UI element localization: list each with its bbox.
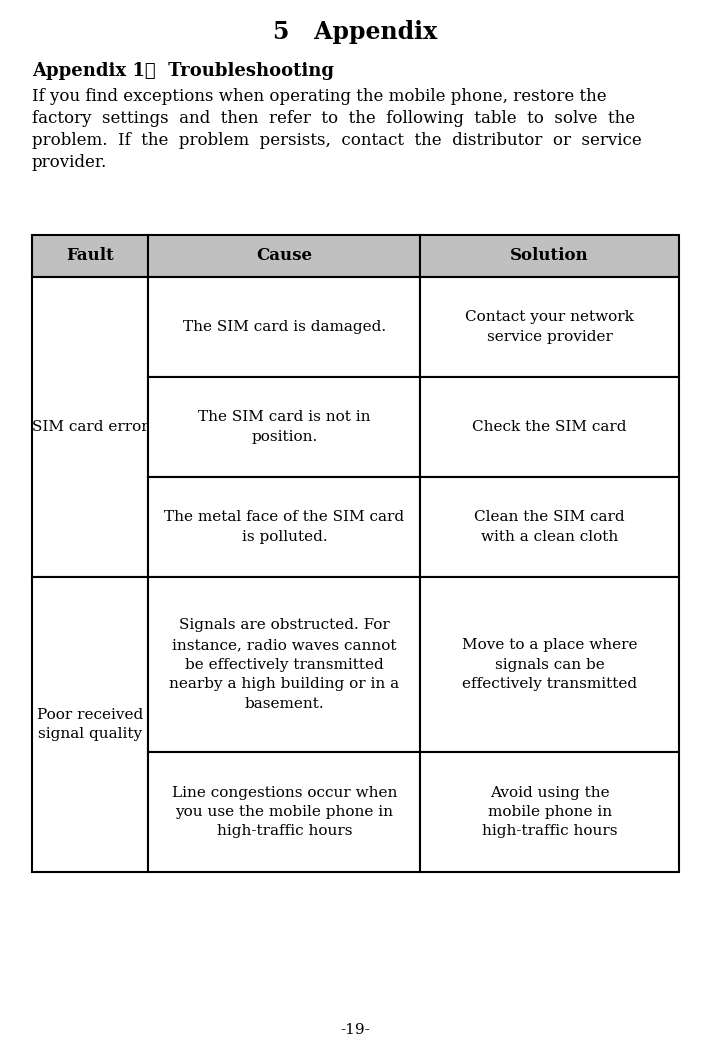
Bar — [420, 752, 679, 872]
Bar — [149, 477, 420, 577]
Text: Poor received
signal quality: Poor received signal quality — [37, 708, 144, 742]
Bar — [420, 477, 679, 577]
Text: SIM card error: SIM card error — [32, 420, 149, 434]
Text: The SIM card is not in
position.: The SIM card is not in position. — [198, 411, 370, 443]
Text: Fault: Fault — [66, 248, 114, 264]
Bar — [149, 577, 420, 752]
Text: Signals are obstructed. For
instance, radio waves cannot
be effectively transmit: Signals are obstructed. For instance, ra… — [169, 619, 400, 711]
Text: provider.: provider. — [32, 154, 107, 171]
Text: Appendix 1：  Troubleshooting: Appendix 1： Troubleshooting — [32, 62, 334, 80]
Text: 5   Appendix: 5 Appendix — [273, 20, 438, 44]
Text: Check the SIM card: Check the SIM card — [472, 420, 627, 434]
Text: The metal face of the SIM card
is polluted.: The metal face of the SIM card is pollut… — [164, 510, 405, 544]
Bar — [420, 577, 679, 752]
Text: Avoid using the
mobile phone in
high-traffic hours: Avoid using the mobile phone in high-tra… — [482, 785, 617, 839]
Text: Solution: Solution — [510, 248, 589, 264]
Bar — [420, 377, 679, 477]
Bar — [149, 377, 420, 477]
Text: Contact your network
service provider: Contact your network service provider — [465, 310, 634, 344]
Text: Move to a place where
signals can be
effectively transmitted: Move to a place where signals can be eff… — [462, 638, 637, 691]
Text: Line congestions occur when
you use the mobile phone in
high-traffic hours: Line congestions occur when you use the … — [171, 785, 397, 839]
Bar — [32, 577, 149, 872]
Bar — [32, 277, 149, 577]
Text: Clean the SIM card
with a clean cloth: Clean the SIM card with a clean cloth — [474, 510, 625, 544]
Bar — [149, 277, 420, 377]
Text: factory  settings  and  then  refer  to  the  following  table  to  solve  the: factory settings and then refer to the f… — [32, 110, 635, 127]
Text: problem.  If  the  problem  persists,  contact  the  distributor  or  service: problem. If the problem persists, contac… — [32, 132, 642, 149]
Text: -19-: -19- — [341, 1023, 370, 1037]
Bar — [32, 235, 149, 277]
Text: If you find exceptions when operating the mobile phone, restore the: If you find exceptions when operating th… — [32, 88, 606, 105]
Bar — [420, 277, 679, 377]
Text: Cause: Cause — [257, 248, 312, 264]
Bar — [149, 235, 420, 277]
Text: The SIM card is damaged.: The SIM card is damaged. — [183, 320, 386, 334]
Bar — [420, 235, 679, 277]
Bar — [149, 752, 420, 872]
